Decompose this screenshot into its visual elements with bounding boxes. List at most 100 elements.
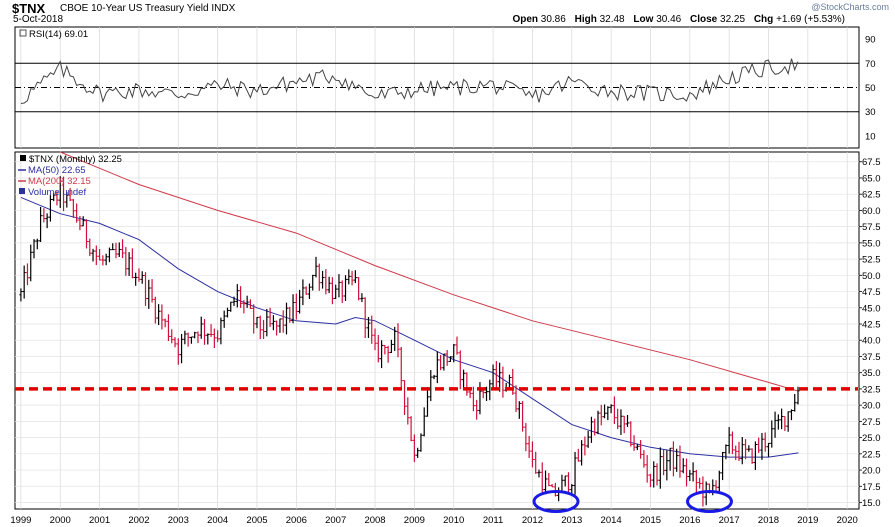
rsi-tick-label: 50 xyxy=(865,83,876,94)
ohlc-bar xyxy=(694,469,698,493)
ohlc-bar xyxy=(766,442,771,457)
ohlc-bar xyxy=(422,407,426,437)
x-tick-label: 2010 xyxy=(443,515,464,526)
y-tick-label: 32.5 xyxy=(862,384,881,395)
ohlc-bar xyxy=(760,433,764,460)
ohlc-bar xyxy=(330,277,335,305)
ohlc-bar xyxy=(770,420,774,448)
ohlc-bar xyxy=(170,329,174,344)
x-tick-label: 2018 xyxy=(758,515,779,526)
y-tick-label: 47.5 xyxy=(862,287,881,298)
ohlc-bar xyxy=(134,272,138,286)
ma200-legend-text: MA(200) 32.15 xyxy=(28,176,91,187)
y-tick-label: 67.5 xyxy=(862,157,881,168)
ohlc-bar xyxy=(678,445,682,478)
ohlc-bar xyxy=(38,206,43,242)
ohlc-bar xyxy=(783,415,787,432)
ohlc-bar xyxy=(373,328,377,351)
ohlc-bar xyxy=(278,318,282,333)
ohlc-bar xyxy=(675,448,679,472)
ohlc-bar xyxy=(668,447,672,471)
ohlc-bar xyxy=(327,276,331,294)
ohlc-bar xyxy=(540,462,544,495)
ohlc-bar xyxy=(288,306,292,323)
ohlc-bar xyxy=(412,434,416,463)
x-tick-label: 2009 xyxy=(404,515,425,526)
ohlc-bar xyxy=(435,351,439,384)
close-label: Close xyxy=(690,14,718,25)
ohlc-bar xyxy=(140,271,144,284)
ohlc-bar xyxy=(157,304,161,326)
ohlc-bar xyxy=(589,416,594,443)
ohlc-bar xyxy=(629,421,633,447)
ohlc-bar xyxy=(183,330,187,345)
ohlc-bar xyxy=(409,416,413,442)
ohlc-bar xyxy=(104,253,108,266)
high-label: High xyxy=(574,14,597,25)
ohlc-bar xyxy=(179,333,184,364)
ohlc-bar xyxy=(475,399,479,420)
y-tick-label: 50.0 xyxy=(862,271,881,282)
ohlc-bar xyxy=(442,353,446,371)
ohlc-bar xyxy=(429,370,433,402)
ohlc-bar xyxy=(242,300,246,314)
ohlc-bar xyxy=(724,444,728,460)
ohlc-bar xyxy=(301,279,305,306)
ohlc-bar xyxy=(573,451,577,495)
ohlc-bar xyxy=(566,472,571,494)
ohlc-bar xyxy=(324,269,328,295)
ohlc-bar xyxy=(48,195,53,222)
ohlc-bar xyxy=(520,401,525,432)
ohlc-bar xyxy=(727,427,731,454)
ohlc-bar xyxy=(97,249,102,261)
circled-lows xyxy=(532,490,733,514)
rsi-ticks: 90 70 50 30 10 xyxy=(865,35,876,143)
ohlc-bar xyxy=(527,436,531,458)
ohlc-bar xyxy=(481,389,485,399)
x-tick-label: 2003 xyxy=(168,515,189,526)
ohlc-bar xyxy=(265,308,269,337)
x-tick-label: 2016 xyxy=(679,515,700,526)
ohlc-bar xyxy=(645,455,649,483)
ohlc-bar xyxy=(563,475,567,487)
ohlc-bar xyxy=(570,484,574,494)
ohlc-bar xyxy=(691,462,695,482)
y-tick-label: 57.5 xyxy=(862,222,881,233)
ohlc-bar xyxy=(383,344,387,355)
low-circle xyxy=(532,490,580,514)
rsi-tick-label: 10 xyxy=(865,131,876,142)
ohlc-bar xyxy=(452,344,456,363)
ohlc-bar xyxy=(524,423,528,452)
ohlc-bar xyxy=(337,274,341,298)
ohlc-bar xyxy=(163,318,167,328)
open-label: Open xyxy=(512,14,538,25)
ohlc-bar xyxy=(432,374,436,380)
ohlc-bar xyxy=(639,440,643,459)
x-tick-label: 2000 xyxy=(50,515,71,526)
ohlc-bar xyxy=(734,445,738,461)
ohlc-bar xyxy=(45,213,49,229)
ohlc-bar xyxy=(717,470,721,493)
ohlc-bar xyxy=(665,450,669,481)
ohlc-bar xyxy=(111,243,115,251)
ohlc-bar xyxy=(357,277,361,301)
ohlc-bar xyxy=(189,336,194,344)
rsi-tick-label: 30 xyxy=(865,107,876,118)
exchange-text: INDX xyxy=(211,3,236,14)
rsi-legend-text: RSI(14) 69.01 xyxy=(29,29,88,40)
x-tick-label: 2001 xyxy=(89,515,110,526)
ohlc-bar xyxy=(580,440,584,466)
y-tick-label: 20.0 xyxy=(862,466,881,477)
ohlc-bar xyxy=(465,372,469,396)
ohlc-bar xyxy=(786,411,790,432)
ohlc-bar xyxy=(602,404,607,419)
ohlc-bar xyxy=(65,191,69,208)
ohlc-bar xyxy=(94,245,98,266)
ohlc-bar xyxy=(117,242,121,257)
ohlc-bar xyxy=(22,265,26,299)
ma200-series xyxy=(60,151,799,392)
ohlc-bar xyxy=(484,386,489,401)
x-tick-label: 2015 xyxy=(640,515,661,526)
ohlc-bar xyxy=(245,295,249,308)
